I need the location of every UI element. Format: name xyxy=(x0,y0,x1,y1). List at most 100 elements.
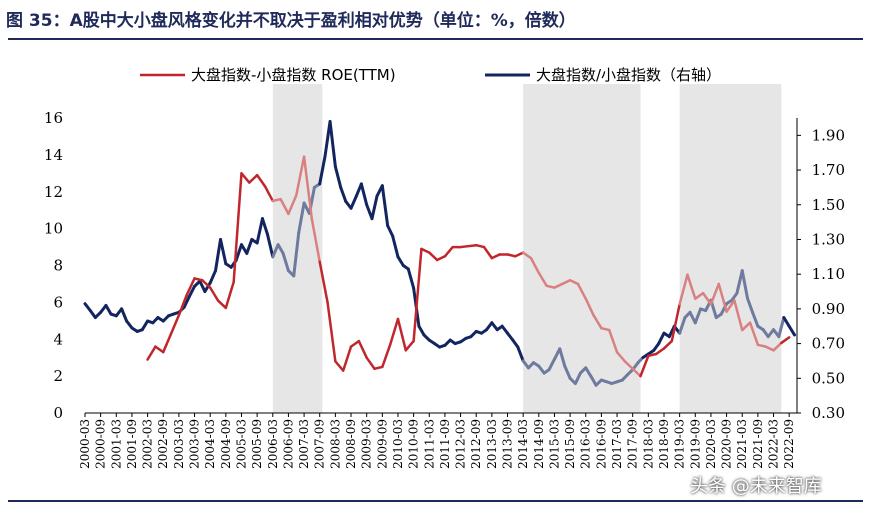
series-2-segment xyxy=(370,194,379,221)
series-1-segment xyxy=(623,360,634,370)
series-2-segment xyxy=(140,319,150,332)
series-2-segment xyxy=(787,324,796,337)
series-1-segment xyxy=(240,172,251,184)
series-2-segment xyxy=(245,237,254,255)
series-2-segment xyxy=(333,165,343,189)
left-tick-label: 14 xyxy=(44,146,63,164)
series-2-segment xyxy=(234,243,243,262)
series-1-segment xyxy=(154,345,165,354)
series-lines xyxy=(83,119,796,387)
right-tick-label: 0.90 xyxy=(812,300,845,318)
left-tick-label: 10 xyxy=(44,220,63,238)
series-1-segment xyxy=(506,253,517,258)
left-tick-label: 4 xyxy=(53,330,63,348)
series-1-segment xyxy=(756,343,767,348)
series-1-segment xyxy=(381,343,392,369)
series-2-segment xyxy=(417,324,426,337)
series-2-segment xyxy=(380,184,390,228)
legend: 大盘指数-小盘指数 ROE(TTM) 大盘指数/小盘指数（右轴） xyxy=(140,66,721,84)
series-1-segment xyxy=(678,273,689,306)
series-1-segment xyxy=(420,247,431,254)
series-2-segment xyxy=(396,255,405,267)
x-tick-label: 2004-09 xyxy=(219,419,233,469)
x-tick-label: 2001-09 xyxy=(125,419,139,469)
chart-title: 图 35：A股中大小盘风格变化并不取决于盈利相对优势（单位：%，倍数） xyxy=(6,11,576,31)
series-1-segment xyxy=(748,321,760,347)
series-1-segment xyxy=(576,282,587,300)
series-2-segment xyxy=(318,154,327,186)
series-1-segment xyxy=(310,218,321,264)
series-1-segment xyxy=(780,336,791,345)
x-tick-label: 2008-09 xyxy=(344,419,358,469)
series-1-segment xyxy=(169,314,181,335)
series-1-segment xyxy=(302,155,314,221)
series-2-segment xyxy=(777,316,786,339)
x-tick-label: 2007-09 xyxy=(313,419,327,469)
x-tick-label: 2012-09 xyxy=(469,419,483,469)
series-2-segment xyxy=(746,296,755,314)
x-tick-label: 2010-09 xyxy=(407,419,421,469)
series-2-segment xyxy=(328,119,337,169)
series-1-segment xyxy=(694,291,705,300)
shaded-periods xyxy=(272,84,782,413)
series-1-segment xyxy=(654,347,666,356)
series-1-segment xyxy=(435,255,447,262)
x-tick-label: 2009-03 xyxy=(360,419,374,469)
series-2-segment xyxy=(657,331,666,346)
x-tick-label: 2016-09 xyxy=(594,419,608,469)
right-tick-label: 1.10 xyxy=(812,265,845,283)
series-1-segment xyxy=(443,245,454,258)
x-tick-label: 2011-09 xyxy=(438,419,452,469)
right-tick-label: 1.30 xyxy=(812,230,845,248)
x-tick-label: 2010-03 xyxy=(391,419,405,469)
series-2-segment xyxy=(120,307,129,323)
x-tick-label: 2020-09 xyxy=(720,419,734,469)
series-2-segment xyxy=(208,269,218,285)
x-tick-label: 2018-09 xyxy=(657,419,671,469)
x-tick-label: 2008-03 xyxy=(328,419,342,469)
x-tick-label: 2022-03 xyxy=(767,419,781,469)
series-1-segment xyxy=(349,339,361,348)
series-1-segment xyxy=(404,339,415,352)
x-tick-label: 2006-09 xyxy=(281,419,295,469)
axes: 0 2 4 6 8 10 12 14 16 0.30 0.50 0.70 0.90 1.10 1.30 1.5… xyxy=(44,109,845,469)
x-tick-label: 2016-03 xyxy=(579,419,593,469)
right-tick-label: 1.90 xyxy=(812,126,845,144)
left-tick-label: 16 xyxy=(44,109,63,127)
series-2-segment xyxy=(782,316,791,328)
x-tick-label: 2002-03 xyxy=(141,419,155,469)
x-tick-label: 2019-03 xyxy=(673,419,687,469)
series-2-segment xyxy=(584,366,593,379)
series-1-segment xyxy=(177,293,188,317)
left-tick-label: 0 xyxy=(53,404,63,422)
left-tick-label: 8 xyxy=(53,257,63,275)
series-2-segment xyxy=(214,237,223,273)
series-2-segment xyxy=(751,310,760,328)
right-tick-label: 0.70 xyxy=(812,335,845,353)
x-tick-label: 2000-03 xyxy=(78,419,92,469)
right-tick-label: 1.50 xyxy=(812,196,845,214)
x-tick-label: 2005-09 xyxy=(250,419,264,469)
series-1-segment xyxy=(279,197,290,216)
series-1-segment xyxy=(725,299,736,313)
series-1-segment xyxy=(193,277,204,282)
x-tick-label: 2003-03 xyxy=(172,419,186,469)
x-tick-label: 2022-09 xyxy=(782,419,796,469)
series-2-segment xyxy=(589,375,598,387)
series-2-segment xyxy=(339,185,348,203)
series-1-segment xyxy=(295,155,306,197)
series-1-segment xyxy=(271,197,282,203)
x-tick-label: 2017-09 xyxy=(626,419,640,469)
series-2-segment xyxy=(349,194,358,210)
series-2-segment xyxy=(276,243,285,255)
x-tick-label: 2015-09 xyxy=(563,419,577,469)
legend-label-roe: 大盘指数-小盘指数 ROE(TTM) xyxy=(191,66,396,84)
series-2-segment xyxy=(281,251,290,273)
series-1-segment xyxy=(373,365,384,370)
series-2-segment xyxy=(558,347,567,368)
series-1-segment xyxy=(357,339,368,359)
series-1-segment xyxy=(201,279,212,289)
legend-label-ratio: 大盘指数/小盘指数（右轴） xyxy=(536,66,721,84)
series-1-segment xyxy=(490,253,501,260)
series-1-segment xyxy=(537,271,548,288)
